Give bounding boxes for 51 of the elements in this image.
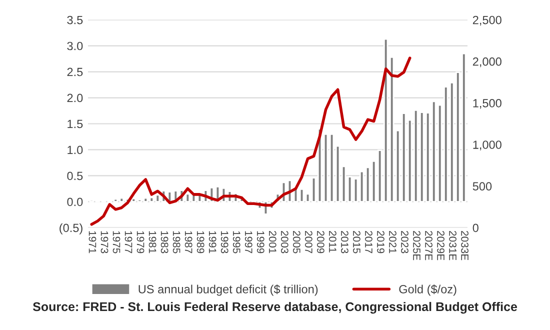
y-tick-label: 2.0 — [67, 94, 83, 102]
y-tick-label: 1.0 — [68, 146, 83, 154]
x-tick-label: 1973 — [100, 231, 108, 254]
x-tick-label: 2017 — [365, 231, 372, 254]
y2-tick-label: 2,000 — [472, 57, 502, 68]
x-tick-label: 1971 — [88, 231, 96, 254]
x-tick-label: 1983 — [160, 231, 168, 254]
x-tick-label: 1995 — [232, 231, 240, 254]
x-tick-label: 2011 — [328, 231, 336, 252]
x-tick-label: 1991 — [208, 231, 216, 254]
x-tick-label: 2021 — [389, 231, 396, 254]
legend-label: Gold ($/oz) — [399, 284, 456, 296]
y-tick-label: 3.5 — [67, 16, 83, 24]
x-tick-label: 1987 — [184, 231, 192, 254]
y-tick-label: 3.0 — [67, 42, 83, 50]
y-tick-label: (0.5) — [60, 223, 82, 234]
line-series — [90, 56, 412, 226]
x-tick-label: 1979 — [136, 231, 144, 254]
x-tick-label: 1975 — [112, 231, 120, 254]
x-tick-label: 1985 — [172, 231, 180, 254]
y-tick-label: 1.5 — [68, 120, 83, 128]
y2-tick-label: 1,500 — [473, 98, 502, 109]
x-tick-label: 1989 — [196, 231, 204, 254]
y-tick-label: 2.5 — [67, 68, 83, 76]
x-tick-label: 2033E — [461, 231, 468, 260]
x-tick-label: 2031E — [449, 231, 456, 260]
x-tick-label: 2025E — [413, 231, 420, 260]
x-tick-label: 2001 — [268, 231, 276, 254]
y2-tick-label: 1,000 — [473, 140, 502, 150]
y2-tick-label: 0 — [472, 224, 478, 232]
y-tick-label: 0.5 — [67, 172, 83, 180]
x-tick-label: 2007 — [304, 231, 312, 254]
x-tick-label: 2005 — [292, 231, 300, 254]
x-tick-label: 2015 — [353, 231, 360, 254]
x-tick-label: 1997 — [244, 231, 252, 254]
x-tick-label: 1981 — [148, 231, 156, 254]
x-tick-label: 1993 — [220, 231, 228, 254]
y2-tick-label: 500 — [472, 182, 492, 191]
y2-tick-label: 2,500 — [472, 16, 502, 26]
x-tick-label: 2009 — [316, 231, 324, 254]
source-note: Source: FRED - St. Louis Federal Reserve database, Congressional Budget Office — [32, 302, 518, 314]
x-tick-label: 2019 — [377, 231, 384, 254]
x-tick-label: 2013 — [341, 231, 348, 254]
y-tick-label: 0.0 — [67, 198, 83, 206]
x-tick-label: 1977 — [124, 231, 132, 254]
x-tick-label: 2029E — [437, 231, 444, 260]
x-tick-label: 2003 — [280, 231, 288, 254]
x-tick-label: 2023 — [401, 231, 408, 254]
x-tick-label: 1999 — [256, 231, 264, 254]
legend-label: US annual budget deficit ($ trillion) — [138, 284, 318, 296]
x-tick-label: 2027E — [425, 231, 432, 260]
